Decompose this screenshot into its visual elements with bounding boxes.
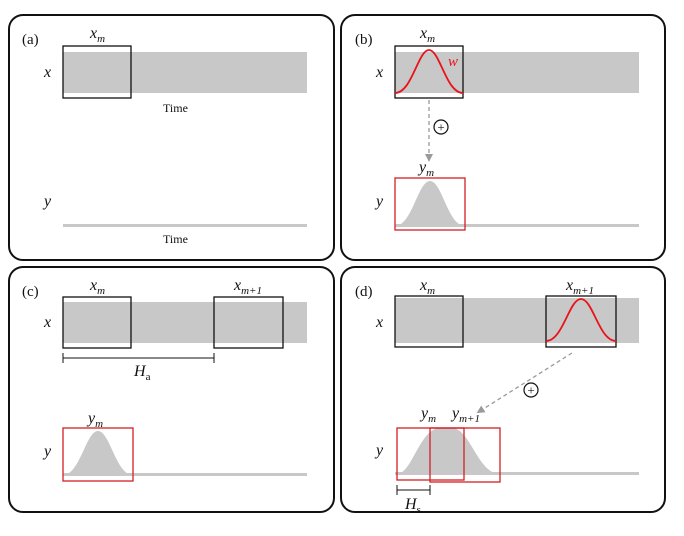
panel-a-tag: (a) bbox=[22, 32, 39, 48]
ym-label: ym bbox=[417, 159, 434, 179]
panel-d-frame bbox=[340, 266, 666, 513]
panel-b: (b) w xm x + ym y bbox=[340, 14, 666, 261]
panel-b-frame bbox=[340, 14, 666, 261]
input-signal-band bbox=[395, 298, 639, 343]
panel-b-tag: (b) bbox=[355, 32, 373, 48]
input-signal-band bbox=[63, 302, 307, 343]
time-label-top: Time bbox=[163, 101, 188, 115]
panel-c-tag: (c) bbox=[22, 284, 39, 300]
overlap-added-output bbox=[397, 428, 500, 474]
frame-window-xm1 bbox=[545, 295, 617, 348]
output-frame-box-ym1 bbox=[429, 427, 501, 483]
panel-c: (c) xm xm+1 x Ha ym y bbox=[8, 266, 335, 513]
panel-d: (d) xm xm+1 x + ym ym+1 y Hs bbox=[340, 266, 666, 516]
xm-label: xm bbox=[419, 25, 435, 45]
output-signal-line bbox=[63, 224, 307, 227]
panel-a: (a) xm x Time y Time bbox=[8, 14, 335, 261]
xm-label: xm bbox=[419, 277, 435, 297]
xm1-label: xm+1 bbox=[565, 277, 594, 297]
output-signal-line bbox=[63, 473, 307, 476]
panel-a-frame bbox=[8, 14, 335, 261]
window-function-curve bbox=[394, 49, 464, 94]
windowed-frame-output bbox=[395, 181, 465, 226]
x-axis-label: x bbox=[375, 64, 383, 81]
panel-d-tag: (d) bbox=[355, 284, 373, 300]
x-axis-label: x bbox=[43, 314, 51, 331]
xm1-label: xm+1 bbox=[233, 277, 262, 297]
ym-label: ym bbox=[419, 405, 436, 425]
add-operator-symbol: + bbox=[437, 120, 444, 135]
synthesis-hop-label: Hs bbox=[404, 496, 421, 516]
input-signal-band bbox=[395, 52, 639, 93]
ym1-label: ym+1 bbox=[450, 405, 480, 425]
window-function-curve bbox=[545, 298, 617, 342]
xm-label: xm bbox=[89, 25, 105, 45]
frame-window-xm1 bbox=[213, 296, 284, 349]
output-signal-line bbox=[395, 224, 639, 227]
frame-window-xm bbox=[394, 295, 464, 348]
frame-window-xm bbox=[62, 296, 132, 349]
y-axis-label: y bbox=[374, 442, 384, 459]
synthesis-hop-bracket bbox=[396, 485, 431, 495]
transfer-arrow bbox=[476, 352, 573, 414]
x-axis-label: x bbox=[43, 64, 51, 81]
add-operator-icon bbox=[523, 382, 539, 398]
output-frame-box-ym bbox=[394, 177, 466, 231]
analysis-hop-label: Ha bbox=[133, 363, 151, 383]
y-axis-label: y bbox=[42, 443, 52, 460]
input-signal-band bbox=[63, 52, 307, 93]
xm-label: xm bbox=[89, 277, 105, 297]
x-axis-label: x bbox=[375, 314, 383, 331]
frame-window-xm bbox=[62, 45, 132, 99]
y-axis-label: y bbox=[374, 193, 384, 210]
output-signal-line bbox=[395, 472, 639, 475]
frame-window-xm bbox=[394, 45, 464, 99]
window-label: w bbox=[448, 54, 458, 70]
add-operator-symbol: + bbox=[527, 383, 534, 398]
panel-c-frame bbox=[8, 266, 335, 513]
ym-label: ym bbox=[86, 410, 103, 430]
windowed-frame-output bbox=[63, 431, 133, 475]
add-operator-icon bbox=[433, 119, 449, 135]
analysis-hop-bracket bbox=[62, 353, 215, 363]
y-axis-label: y bbox=[42, 193, 52, 210]
output-frame-box-ym bbox=[62, 427, 134, 482]
time-label-bottom: Time bbox=[163, 232, 188, 246]
